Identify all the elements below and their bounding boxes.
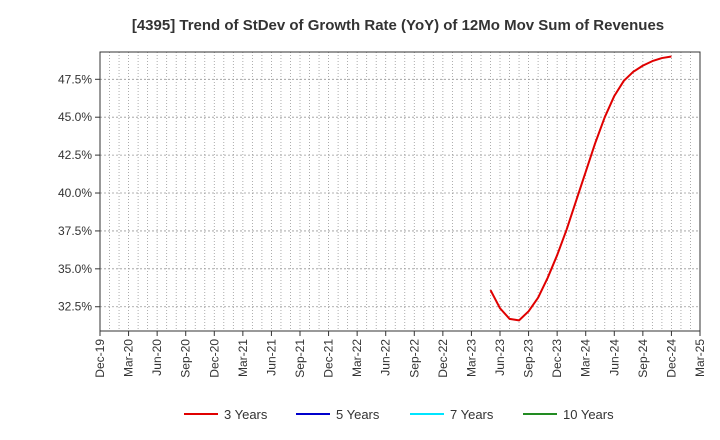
series-line-3-years xyxy=(489,55,672,322)
x-tick-label: Mar-23 xyxy=(464,339,478,377)
x-tick-label: Dec-20 xyxy=(207,339,221,378)
legend-label: 10 Years xyxy=(563,407,614,422)
legend: 3 Years 5 Years 7 Years 10 Years xyxy=(184,407,614,422)
series-layer xyxy=(489,55,672,322)
x-tick-label: Jun-21 xyxy=(264,339,278,376)
x-axis: Dec-19 Mar-20 Jun-20 Sep-20 Dec-20 Mar-21 Jun-… xyxy=(93,331,707,378)
x-tick-label: Sep-24 xyxy=(636,339,650,378)
x-tick-label: Sep-20 xyxy=(179,339,193,378)
x-tick-label: Mar-22 xyxy=(350,339,364,377)
y-tick-label: 32.5% xyxy=(58,300,92,314)
plot-frame xyxy=(99,51,701,332)
x-tick-label: Sep-21 xyxy=(293,339,307,378)
x-tick-label: Jun-20 xyxy=(150,339,164,376)
x-tick-label: Mar-21 xyxy=(236,339,250,377)
legend-label: 5 Years xyxy=(336,407,380,422)
grid xyxy=(100,52,700,331)
y-tick-label: 37.5% xyxy=(58,224,92,238)
y-tick-label: 40.0% xyxy=(58,186,92,200)
x-tick-label: Dec-24 xyxy=(664,339,678,378)
x-tick-label: Dec-23 xyxy=(550,339,564,378)
x-tick-label: Jun-24 xyxy=(607,339,621,376)
x-tick-label: Mar-25 xyxy=(693,339,707,377)
y-axis: 32.5% 35.0% 37.5% 40.0% 42.5% 45.0% 47.5% xyxy=(58,72,100,314)
y-tick-label: 45.0% xyxy=(58,110,92,124)
x-tick-label: Dec-21 xyxy=(322,339,336,378)
x-tick-label: Mar-24 xyxy=(579,339,593,377)
x-tick-label: Dec-19 xyxy=(93,339,107,378)
y-tick-label: 47.5% xyxy=(58,72,92,86)
x-tick-label: Dec-22 xyxy=(436,339,450,378)
chart-title: [4395] Trend of StDev of Growth Rate (Yo… xyxy=(132,17,664,34)
legend-label: 7 Years xyxy=(450,407,494,422)
x-tick-label: Jun-22 xyxy=(379,339,393,376)
y-tick-label: 35.0% xyxy=(58,262,92,276)
x-tick-label: Sep-22 xyxy=(407,339,421,378)
legend-label: 3 Years xyxy=(224,407,268,422)
x-tick-label: Sep-23 xyxy=(522,339,536,378)
x-tick-label: Mar-20 xyxy=(122,339,136,377)
x-tick-label: Jun-23 xyxy=(493,339,507,376)
y-tick-label: 42.5% xyxy=(58,148,92,162)
